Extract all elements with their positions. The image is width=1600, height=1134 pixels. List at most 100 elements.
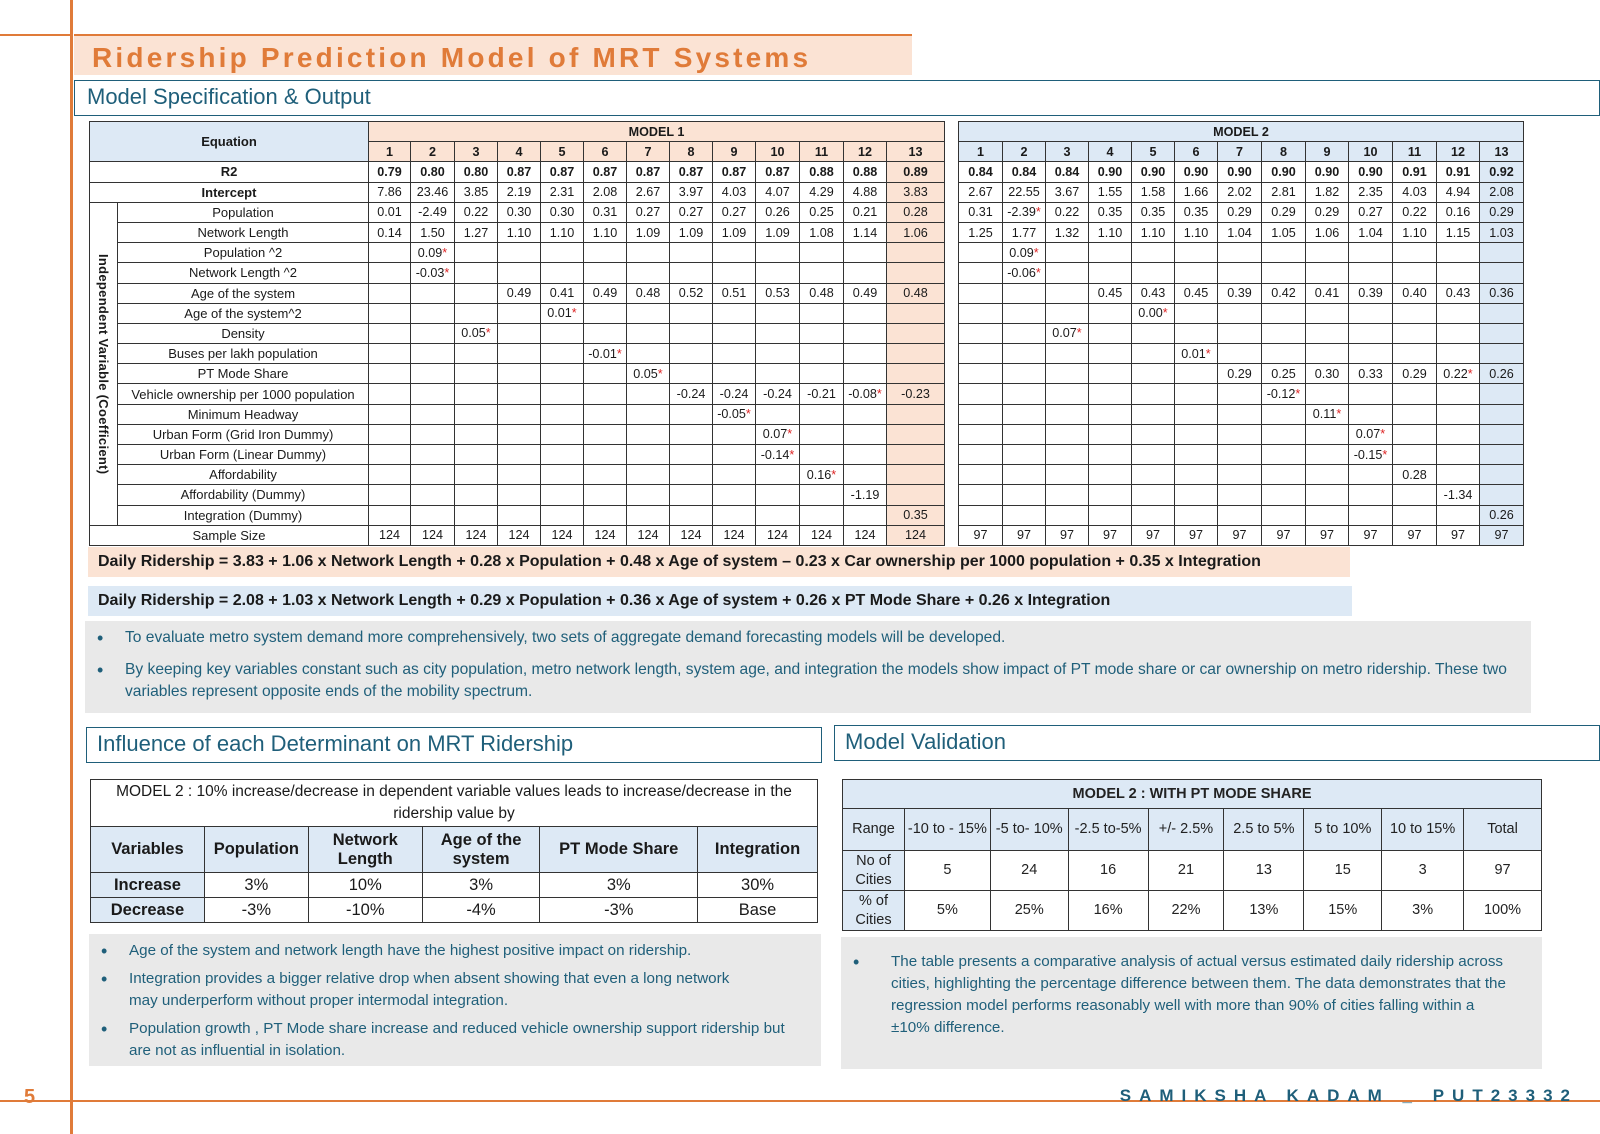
influence-cell: 30% [697,872,818,898]
model1-cell [497,322,541,345]
influence-table-wrap: MODEL 2 : 10% increase/decrease in depen… [90,779,818,923]
model2-cell [1088,464,1132,486]
model2-cell [1436,383,1480,405]
model2-cell: 0.84 [958,161,1003,183]
model1-cell [497,363,541,385]
model2-cell [1088,423,1132,446]
model2-cell [1088,403,1132,425]
model2-cell [1261,343,1306,365]
model2-cell: 4.94 [1436,181,1480,203]
model2-cell: 1.10 [1131,221,1175,244]
model1-cell: 1.09 [626,221,670,244]
model1-cell: 2.67 [626,181,670,203]
model2-cell: 0.84 [1002,161,1046,183]
model1-cell [886,363,945,385]
model1-cell [368,262,411,284]
model2-col-number: 9 [1305,141,1349,163]
model1-col-number: 4 [497,141,541,163]
coef-value: -0.08 [848,387,877,402]
model2-cell [1131,403,1175,425]
model2-cell [1305,242,1349,264]
model1-cell: -0.08* [843,383,887,405]
model1-col-number: 1 [368,141,411,163]
model1-cell: 0.88 [843,161,887,183]
validation-header: +/- 2.5% [1147,808,1225,851]
model2-cell [1088,302,1132,324]
influence-cell: 10% [307,872,423,898]
model2-cell [1002,443,1046,466]
model2-cell [1002,484,1046,506]
model1-cell: 4.88 [843,181,887,203]
model2-cell [1217,322,1262,345]
significance-asterisk: * [1035,265,1041,280]
influence-table: MODEL 2 : 10% increase/decrease in depen… [90,779,818,923]
model2-cell: 0.33 [1348,363,1393,385]
model1-cell [886,262,945,284]
model1-cell [368,504,411,526]
model2-cell: 2.67 [958,181,1003,203]
significance-asterisk: * [1380,427,1386,442]
model2-cell: 0.90 [1131,161,1175,183]
model2-col-number: 11 [1392,141,1437,163]
model2-cell [1088,383,1132,405]
significance-asterisk: * [789,447,795,462]
model2-cell: 0.01* [1174,343,1218,365]
model2-cell [1088,363,1132,385]
model1-cell: 0.14 [368,221,411,244]
bullet-item: Integration provides a bigger relative d… [89,968,821,1012]
model2-cell [1088,343,1132,365]
model2-cell [1436,504,1480,526]
model2-cell [1392,383,1437,405]
coef-value: -0.01 [588,346,617,361]
model2-cell [958,443,1003,466]
model2-cell [1217,504,1262,526]
model2-col-number: 1 [958,141,1003,163]
model1-cell [799,484,844,506]
model2-cell: 0.29 [1261,201,1306,223]
model1-cell [669,242,713,264]
model1-cell: 0.27 [669,201,713,223]
model1-cell [626,322,670,345]
model1-cell: 1.27 [454,221,498,244]
model1-cell: 7.86 [368,181,411,203]
model2-cell [1261,302,1306,324]
model1-cell [368,343,411,365]
model1-cell: -2.49 [410,201,455,223]
validation-header: Total [1463,808,1542,851]
influence-row-label: Decrease [90,897,205,923]
model1-cell [583,443,627,466]
model1-cell [583,383,627,405]
model1-cell [583,464,627,486]
model2-cell: 1.58 [1131,181,1175,203]
model1-cell [540,403,584,425]
bullet-item: Age of the system and network length hav… [89,940,821,962]
model2-cell: 0.90 [1261,161,1306,183]
bullet-item: By keeping key variables constant such a… [85,659,1531,703]
model1-cell: 124 [712,524,756,546]
variable-row-label: Affordability [117,464,369,486]
model1-cell: 0.88 [799,161,844,183]
model2-cell [958,383,1003,405]
model2-cell [1217,484,1262,506]
model1-cell [755,343,800,365]
model1-cell: 0.30 [540,201,584,223]
model1-cell: 2.31 [540,181,584,203]
model1-cell [626,443,670,466]
model1-cell: 2.19 [497,181,541,203]
model1-cell [540,504,584,526]
model2-cell [1174,302,1218,324]
model2-cell: 97 [1436,524,1480,546]
model1-cell [454,343,498,365]
model2-cell [1217,383,1262,405]
model1-cell [454,464,498,486]
model2-cell [1261,504,1306,526]
model1-cell [626,302,670,324]
model2-cell [958,282,1003,304]
model2-cell: 0.92 [1479,161,1524,183]
model1-cell: 0.80 [454,161,498,183]
significance-asterisk: * [831,467,837,482]
model1-cell: -0.01* [583,343,627,365]
influence-cell: -10% [307,897,423,923]
model1-cell: 1.10 [583,221,627,244]
model1-cell [626,262,670,284]
